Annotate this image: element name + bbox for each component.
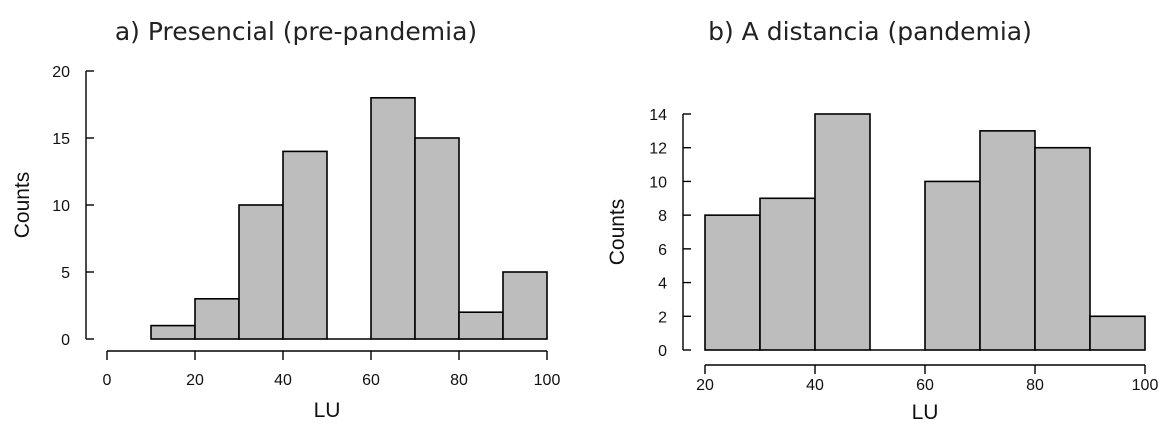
y-tick-label: 14 bbox=[649, 107, 667, 124]
x-tick-label: 40 bbox=[806, 377, 824, 394]
histogram-bar bbox=[704, 214, 761, 351]
histogram-bar bbox=[924, 180, 981, 351]
y-tick-label: 10 bbox=[52, 198, 70, 215]
x-tick-label: 0 bbox=[103, 372, 112, 389]
x-tick-label: 100 bbox=[1132, 377, 1159, 394]
x-axis-title-b: LU bbox=[912, 401, 939, 424]
histogram-bar bbox=[502, 271, 548, 340]
y-tick-label: 0 bbox=[658, 343, 667, 360]
x-tick-label: 100 bbox=[534, 372, 561, 389]
x-tick-label: 40 bbox=[274, 372, 292, 389]
chart-title-a: a) Presencial (pre-pandemia) bbox=[115, 17, 477, 46]
histogram-bar bbox=[814, 113, 871, 351]
histogram-bar bbox=[1034, 146, 1091, 351]
y-tick-label: 10 bbox=[649, 174, 667, 191]
histogram-bar bbox=[150, 324, 196, 340]
histogram-bar bbox=[979, 130, 1036, 351]
y-tick-label: 4 bbox=[658, 276, 667, 293]
x-tick-label: 80 bbox=[1026, 377, 1044, 394]
histogram-bar bbox=[458, 311, 504, 340]
x-tick-label: 20 bbox=[696, 377, 714, 394]
histogram-panel-a: a) Presencial (pre-pandemia) Counts LU 0… bbox=[11, 17, 560, 422]
y-tick-label: 5 bbox=[61, 265, 70, 282]
y-tick-label: 2 bbox=[658, 309, 667, 326]
y-axis-title-a: Counts bbox=[11, 172, 34, 239]
y-tick-label: 6 bbox=[658, 242, 667, 259]
histogram-bar bbox=[238, 204, 284, 340]
x-axis-title-a: LU bbox=[314, 399, 341, 422]
histogram-bar bbox=[370, 97, 416, 340]
histogram-bar bbox=[414, 137, 460, 340]
y-tick-label: 8 bbox=[658, 208, 667, 225]
x-tick-label: 60 bbox=[362, 372, 380, 389]
x-tick-label: 20 bbox=[186, 372, 204, 389]
histogram-bar bbox=[282, 150, 328, 340]
histogram-bar bbox=[759, 197, 816, 351]
y-axis-title-b: Counts bbox=[606, 199, 629, 266]
histogram-bar bbox=[194, 297, 240, 340]
histogram-panel-b: b) A distancia (pandemia) Counts LU 0 2 4 6… bbox=[606, 17, 1158, 424]
y-tick-label: 0 bbox=[61, 332, 70, 349]
y-tick-label: 15 bbox=[52, 131, 70, 148]
x-tick-label: 60 bbox=[916, 377, 934, 394]
chart-title-b: b) A distancia (pandemia) bbox=[708, 17, 1032, 46]
x-tick-label: 80 bbox=[450, 372, 468, 389]
histogram-bar bbox=[1089, 315, 1146, 351]
y-tick-label: 20 bbox=[52, 64, 70, 81]
y-tick-label: 12 bbox=[649, 141, 667, 158]
